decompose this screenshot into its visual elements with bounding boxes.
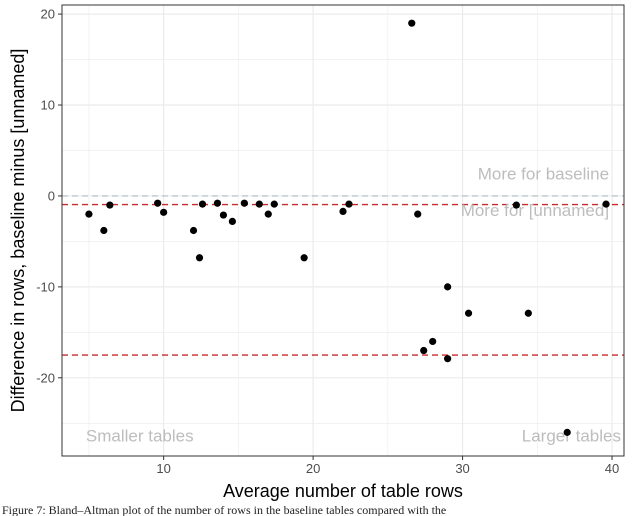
annotation-label: Larger tables — [522, 426, 621, 445]
data-point — [154, 199, 162, 207]
data-point — [429, 337, 437, 346]
data-point — [240, 199, 248, 207]
annotation-label: More for baseline — [478, 165, 609, 184]
x-axis-ticks: 10 20 30 40 — [156, 456, 619, 476]
x-tick-label: 20 — [306, 461, 320, 476]
data-point — [198, 200, 207, 208]
data-point — [195, 254, 204, 262]
y-tick-label: 20 — [41, 7, 55, 22]
data-point — [85, 210, 93, 218]
grid — [62, 5, 624, 456]
data-point — [444, 283, 452, 291]
data-point — [414, 210, 422, 218]
figure-caption: Figure 7: Bland–Altman plot of the numbe… — [2, 503, 446, 516]
y-tick-label: -10 — [36, 279, 55, 294]
data-point — [563, 428, 571, 436]
data-point — [160, 208, 168, 216]
data-point — [464, 309, 473, 317]
data-point — [300, 254, 308, 262]
y-tick-label: 0 — [48, 188, 55, 203]
data-point — [602, 200, 610, 208]
x-axis-title: Average number of table rows — [223, 481, 463, 501]
data-point — [408, 19, 416, 27]
data-point — [219, 211, 228, 219]
data-point — [100, 226, 108, 235]
y-axis-ticks: -20 -10 0 10 20 — [36, 7, 62, 385]
y-axis-title: Difference in rows, baseline minus [unna… — [8, 49, 28, 413]
data-point — [270, 200, 278, 208]
data-point — [524, 309, 532, 317]
data-point — [189, 226, 198, 235]
data-point — [264, 210, 272, 218]
y-tick-label: -20 — [36, 370, 55, 385]
y-tick-label: 10 — [41, 98, 55, 113]
data-point — [420, 346, 428, 355]
data-point — [106, 201, 114, 209]
data-point — [228, 217, 236, 226]
x-tick-label: 10 — [156, 461, 170, 476]
annotations: More for baseline More for [unnamed] Small… — [86, 165, 621, 446]
data-point — [345, 200, 353, 208]
annotation-label: Smaller tables — [86, 426, 194, 445]
data-point — [255, 200, 263, 208]
data-point — [512, 201, 520, 209]
panel-border — [61, 4, 625, 457]
data-point — [339, 207, 347, 216]
data-point — [444, 355, 452, 363]
annotation-label: More for [unnamed] — [461, 201, 609, 220]
x-tick-label: 30 — [455, 461, 469, 476]
data-point — [213, 199, 222, 207]
x-tick-label: 40 — [605, 461, 619, 476]
data-points — [85, 19, 610, 436]
